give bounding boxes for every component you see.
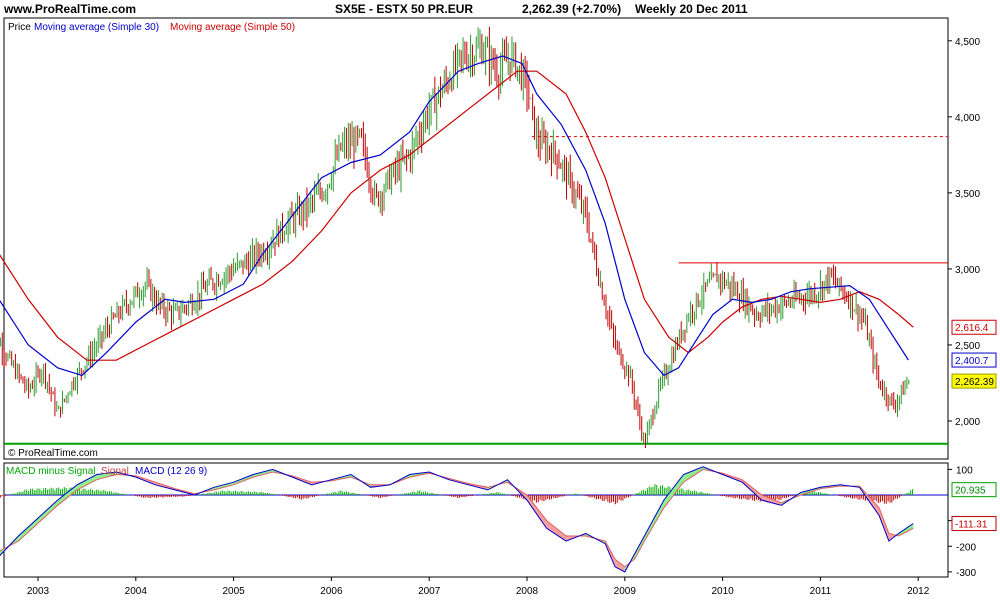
macd-panel bbox=[3, 462, 949, 578]
macd-hist-last-value: 20.935 bbox=[955, 486, 986, 497]
macd-plot-area bbox=[0, 466, 948, 573]
macd-legend-signal: Signal bbox=[101, 466, 129, 477]
ma50-line bbox=[0, 70, 914, 361]
x-tick-label: 2003 bbox=[27, 586, 50, 597]
macd-band-segment bbox=[527, 495, 547, 529]
macd-legend-hist: MACD minus Signal bbox=[6, 466, 95, 477]
macd-line bbox=[0, 466, 914, 573]
instrument-title: SX5E - ESTX 50 PR.EUR bbox=[335, 2, 473, 16]
x-tick-label: 2009 bbox=[614, 586, 637, 597]
x-axis: 2003 2004 2005 2006 2007 2008 2009 2010 2011 2012 bbox=[27, 577, 930, 597]
ma30-last-value: 2,400.7 bbox=[955, 356, 989, 367]
macd-tick-label: -200 bbox=[956, 542, 976, 553]
macd-band-segment bbox=[615, 559, 625, 572]
x-tick-label: 2004 bbox=[125, 586, 148, 597]
quote-label: 2,262.39 (+2.70%) bbox=[522, 2, 621, 16]
price-panel bbox=[3, 17, 949, 460]
x-tick-label: 2005 bbox=[222, 586, 245, 597]
macd-band-segment bbox=[18, 518, 38, 542]
price-plot-area bbox=[0, 26, 948, 449]
macd-band-segment bbox=[634, 536, 645, 560]
ma50-last-value-box bbox=[951, 319, 997, 335]
ma30-last-value-box bbox=[951, 352, 997, 368]
price-tick-label: 4,500 bbox=[955, 37, 980, 48]
watermark: © ProRealTime.com bbox=[8, 448, 98, 459]
macd-band-segment bbox=[683, 466, 704, 483]
macd-band-segment bbox=[233, 474, 254, 485]
x-tick-label: 2006 bbox=[320, 586, 343, 597]
signal-line bbox=[0, 468, 914, 568]
price-legend-ma30: Moving average (Simple 30) bbox=[34, 22, 159, 33]
macd-last-value-box bbox=[951, 516, 997, 532]
macd-band-segment bbox=[663, 474, 684, 508]
x-tick-label: 2011 bbox=[810, 586, 832, 597]
site-label[interactable]: www.ProRealTime.com bbox=[3, 2, 136, 16]
macd-band-segment bbox=[214, 482, 234, 490]
price-tick-label: 3,000 bbox=[955, 265, 980, 276]
x-tick-label: 2010 bbox=[711, 586, 734, 597]
macd-hist-last-value-box bbox=[951, 482, 997, 498]
macd-band-segment bbox=[644, 500, 664, 542]
macd-tick-label: -300 bbox=[956, 568, 976, 579]
x-tick-label: 2008 bbox=[516, 586, 539, 597]
price-tick-label: 4,000 bbox=[955, 113, 980, 124]
ma30-line bbox=[0, 55, 909, 377]
price-tick-label: 2,500 bbox=[955, 341, 980, 352]
price-legend-price: Price bbox=[8, 22, 31, 33]
x-tick-label: 2012 bbox=[907, 586, 930, 597]
period-label: Weekly 20 Dec 2011 bbox=[635, 2, 748, 16]
macd-tick-label: 100 bbox=[956, 465, 973, 476]
macd-band-segment bbox=[761, 495, 782, 506]
x-tick-label: 2007 bbox=[418, 586, 441, 597]
macd-legend-macd: MACD (12 26 9) bbox=[135, 466, 207, 477]
price-last-value-box bbox=[951, 373, 997, 389]
ma50-last-value: 2,616.4 bbox=[955, 323, 989, 334]
price-legend-ma50: Moving average (Simple 50) bbox=[170, 22, 295, 33]
macd-band-segment bbox=[898, 523, 914, 537]
price-tick-label: 2,000 bbox=[955, 417, 980, 428]
macd-band-segment bbox=[253, 469, 273, 478]
macd-band-segment bbox=[546, 520, 567, 542]
macd-band-segment bbox=[879, 507, 889, 542]
macd-band-segment bbox=[38, 500, 58, 524]
price-last-value: 2,262.39 bbox=[955, 377, 994, 388]
macd-band-segment bbox=[57, 484, 78, 506]
price-tick-label: 3,500 bbox=[955, 189, 980, 200]
macd-band-segment bbox=[77, 474, 97, 490]
price-y-axis: 4,500 4,000 3,500 3,000 2,500 2,000 2,616.4 2,4… bbox=[948, 37, 997, 428]
macd-last-value: -111.31 bbox=[955, 520, 988, 531]
